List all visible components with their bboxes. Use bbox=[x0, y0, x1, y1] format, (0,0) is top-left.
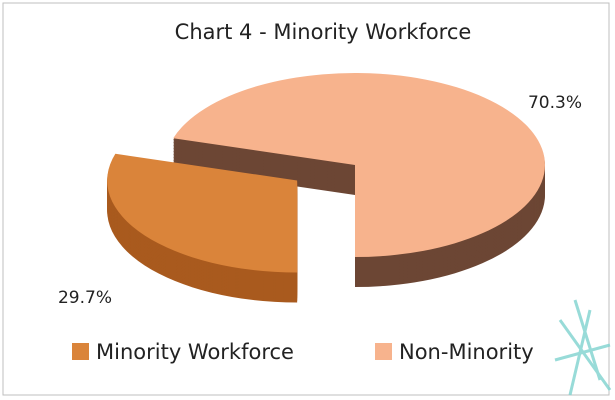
legend-label: Non-Minority bbox=[399, 340, 534, 364]
chart: Chart 4 - Minority Workforce 29.7% 70.3% M… bbox=[0, 0, 615, 400]
chart-title: Chart 4 - Minority Workforce bbox=[175, 20, 472, 44]
legend-swatch bbox=[72, 343, 89, 360]
data-label: 70.3% bbox=[528, 93, 582, 113]
data-label: 29.7% bbox=[58, 288, 112, 308]
page: {"chart_data": {"type": "pie3d", "title"… bbox=[0, 0, 615, 400]
legend-swatch bbox=[375, 343, 392, 360]
legend-label: Minority Workforce bbox=[96, 340, 294, 364]
